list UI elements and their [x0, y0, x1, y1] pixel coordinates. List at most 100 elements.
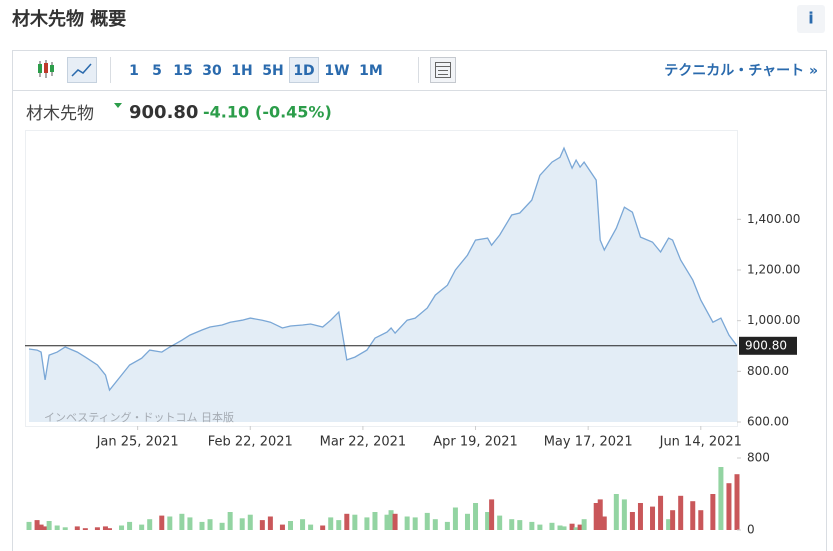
interval-selected-bg[interactable]	[289, 57, 319, 83]
volume-bar	[581, 519, 587, 530]
y-tick-label: 1,400.00	[747, 212, 800, 226]
technical-chart-link[interactable]: テクニカル・チャート »	[664, 63, 818, 79]
price-change: -4.10	[203, 103, 249, 122]
line-icon-button[interactable]	[67, 57, 97, 83]
volume-bar	[42, 526, 48, 530]
volume-bar	[287, 521, 293, 530]
volume-bar	[94, 527, 100, 530]
volume-bar	[74, 526, 80, 530]
volume-bar	[159, 515, 165, 530]
volume-bar	[320, 525, 326, 530]
volume-bar	[593, 503, 599, 530]
plot: Investing.com600.00800.001,000.001,200.0…	[25, 146, 800, 537]
volume-bar	[670, 510, 676, 530]
volume-bar	[621, 499, 627, 530]
x-tick-label: May 17, 2021	[544, 435, 633, 450]
last-price: 900.80	[129, 102, 198, 123]
interval-option[interactable]: 30	[202, 63, 222, 79]
volume-bar	[328, 517, 334, 530]
volume-bar	[658, 495, 664, 530]
volume-bar	[219, 522, 225, 530]
info-icon[interactable]: i	[808, 9, 813, 28]
plot-frame	[25, 130, 738, 427]
volume-bar	[573, 527, 579, 530]
volume-bar	[167, 516, 173, 530]
volume-bar	[336, 520, 342, 530]
y-tick-label: 1,200.00	[747, 263, 800, 277]
x-tick-label: Mar 22, 2021	[320, 435, 407, 450]
table-icon[interactable]	[435, 62, 451, 78]
volume-bar	[139, 524, 145, 530]
volume-bar	[569, 523, 575, 530]
volume-bar	[509, 519, 515, 530]
volume-bar	[710, 494, 716, 530]
interval-option[interactable]: 5	[152, 63, 162, 79]
volume-bar	[364, 517, 370, 530]
volume-bar	[127, 521, 133, 530]
x-tick-label: Jun 14, 2021	[659, 435, 742, 450]
price-line	[28, 146, 738, 392]
x-tick-label: Feb 22, 2021	[208, 435, 293, 450]
volume-bar	[444, 521, 450, 530]
volume-bar	[388, 510, 394, 530]
volume-bar	[38, 524, 44, 530]
volume-bar	[279, 524, 285, 530]
line-icon[interactable]	[71, 63, 92, 77]
volume-bar	[666, 519, 672, 530]
volume-bar	[718, 467, 724, 530]
instrument-name: 材木先物	[26, 104, 94, 124]
volume-bar	[577, 524, 583, 530]
volume-bar	[485, 512, 491, 530]
volume-bar	[62, 527, 68, 530]
volume-bar	[557, 525, 563, 530]
volume-bar	[372, 512, 378, 530]
page-title: 材木先物 概要	[12, 8, 126, 30]
volume-bar	[432, 519, 438, 530]
volume-bar	[392, 513, 398, 530]
volume-bar	[344, 513, 350, 530]
volume-bar	[517, 520, 523, 530]
volume-bar	[26, 521, 32, 530]
y-tick-label: 600.00	[747, 415, 789, 429]
volume-bar	[247, 514, 253, 530]
volume-bar	[404, 516, 410, 530]
volume-bar	[601, 516, 607, 530]
interval-option[interactable]: 1W	[324, 63, 349, 79]
volume-bar	[734, 474, 740, 530]
volume-bar	[464, 513, 470, 530]
interval-option[interactable]: 5H	[262, 63, 283, 79]
interval-option[interactable]: 1D	[293, 63, 314, 79]
volume-bar	[267, 516, 273, 530]
volume-bar	[54, 525, 60, 530]
interval-option[interactable]: 1	[129, 63, 139, 79]
volume-bar	[597, 499, 603, 530]
volume-bar	[637, 503, 643, 530]
info-button[interactable]	[797, 5, 825, 33]
last-price-tag	[739, 336, 797, 355]
volume-bar	[613, 494, 619, 530]
interval-option[interactable]: 1H	[231, 63, 252, 79]
volume-bar	[207, 519, 213, 530]
interval-group: 1 5 15 30 1H 5H 1D 1W 1M	[129, 57, 383, 83]
chart-panel	[12, 50, 827, 551]
volume-bar	[678, 495, 684, 530]
volume-bar	[489, 499, 495, 530]
volume-bar	[147, 519, 153, 530]
volume-bar	[300, 519, 306, 530]
volume-bar	[650, 506, 656, 530]
down-arrow	[114, 103, 122, 108]
volume-bar	[412, 517, 418, 530]
volume-bar	[308, 524, 314, 530]
volume-bar	[106, 528, 112, 530]
price-area	[29, 148, 737, 422]
interval-option[interactable]: 15	[173, 63, 192, 79]
last-price-tag-label: 900.80	[745, 338, 787, 352]
volume-bar	[34, 520, 40, 530]
volume-bar	[239, 518, 245, 530]
price-change-pct: (-0.45%)	[255, 103, 332, 122]
candle-icon[interactable]	[38, 60, 54, 78]
volume-bar	[452, 507, 458, 530]
interval-option[interactable]: 1M	[359, 63, 383, 79]
volume-bar	[46, 521, 52, 530]
y-tick-label: 1,000.00	[747, 313, 800, 327]
